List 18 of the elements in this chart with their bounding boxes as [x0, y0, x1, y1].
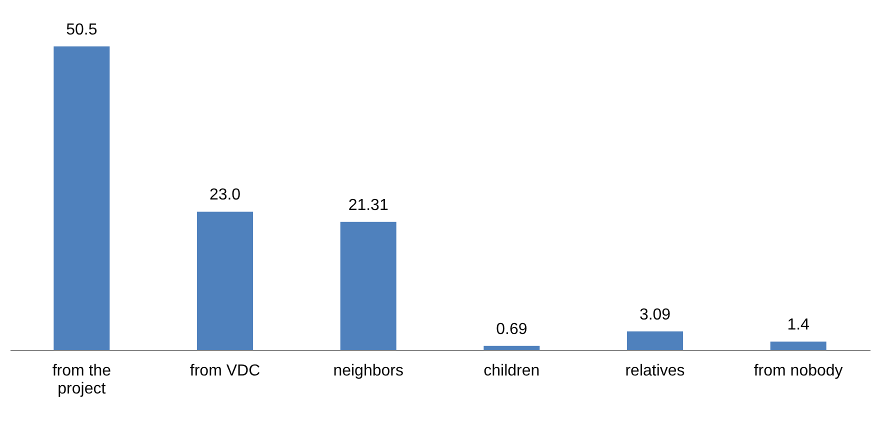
- bar: [54, 46, 110, 350]
- data-label: 50.5: [66, 21, 98, 38]
- bar: [484, 346, 540, 350]
- x-tick-label: from nobody: [754, 362, 843, 380]
- x-tick-label: relatives: [625, 362, 685, 380]
- x-tick-label: neighbors: [333, 362, 404, 380]
- data-label: 3.09: [639, 306, 671, 324]
- bar: [340, 222, 396, 350]
- bar: [627, 331, 683, 350]
- data-label: 21.31: [348, 196, 388, 214]
- data-label: 23.0: [209, 186, 241, 204]
- bar: [197, 212, 253, 350]
- x-tick-label: children: [484, 362, 540, 380]
- bar: [770, 342, 826, 350]
- x-tick-label: from the project: [52, 362, 112, 398]
- data-label: 1.4: [787, 316, 810, 334]
- x-tick-label: from VDC: [190, 362, 260, 380]
- data-label: 0.69: [496, 320, 528, 338]
